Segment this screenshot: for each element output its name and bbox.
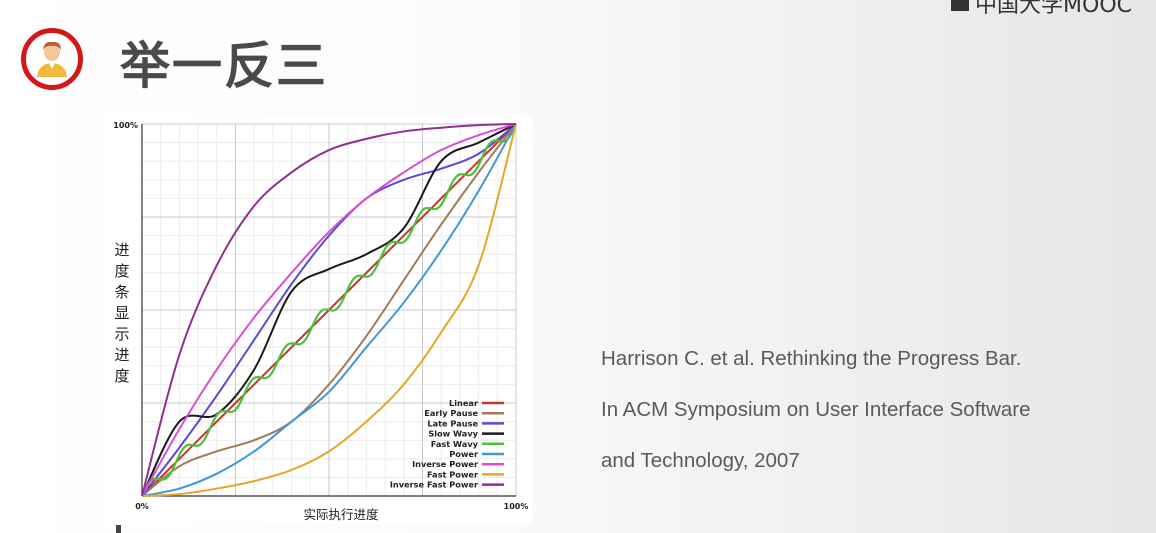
y-axis-label-char: 条 [114, 283, 130, 301]
legend-label: Inverse Fast Power [390, 480, 479, 490]
y-axis-label-char: 度 [114, 367, 130, 385]
legend-label: Linear [449, 398, 479, 408]
legend-label: Fast Wavy [431, 439, 479, 449]
legend-label: Inverse Power [412, 459, 479, 469]
person-avatar-icon [37, 41, 67, 77]
mooc-logo: 中国大学MOOC [951, 0, 1132, 18]
citation: Harrison C. et al. Rethinking the Progre… [601, 333, 1146, 486]
y-axis-label-char: 进 [114, 346, 130, 364]
mooc-logo-icon [951, 0, 970, 11]
x-axis-label: 实际执行进度 [303, 507, 379, 522]
series-line-power [141, 123, 517, 497]
series-line-early-pause [141, 123, 517, 497]
series-line-inverse-fast-power [141, 123, 517, 497]
y-axis-label: 进度条显示进度 [113, 240, 131, 387]
series-line-inverse-power [141, 123, 517, 497]
y-axis-label-char: 显 [114, 304, 130, 322]
citation-line-3: and Technology, 2007 [601, 449, 800, 472]
y-tick-label: 100% [113, 121, 138, 130]
series-line-slow-wavy [141, 123, 517, 497]
legend-label: Late Pause [427, 418, 478, 428]
legend-label: Power [449, 449, 479, 459]
legend-label: Fast Power [427, 469, 479, 479]
citation-line-1: Harrison C. et al. Rethinking the Progre… [601, 347, 1022, 370]
page-title: 举一反三 [120, 37, 328, 95]
x-tick-label: 0% [135, 502, 149, 511]
series-line-fast-wavy [140, 123, 518, 497]
y-axis-label-char: 度 [114, 262, 130, 280]
legend-label: Slow Wavy [428, 429, 478, 439]
citation-line-2: In ACM Symposium on User Interface Softw… [601, 398, 1031, 421]
legend-label: Early Pause [424, 408, 478, 418]
mooc-logo-text: 中国大学MOOC [975, 0, 1132, 18]
y-axis-label-char: 示 [114, 325, 130, 343]
progress-bar-chart: 100% 0% 100% 实际执行进度 Linear Early Pause Late Pa… [108, 116, 532, 524]
series-line-fast-power [141, 123, 517, 497]
y-axis-label-char: 进 [114, 241, 130, 259]
avatar [21, 28, 83, 90]
slide-marker [116, 525, 121, 533]
x-tick-label: 100% [504, 502, 529, 511]
series-line-late-pause [141, 123, 517, 497]
